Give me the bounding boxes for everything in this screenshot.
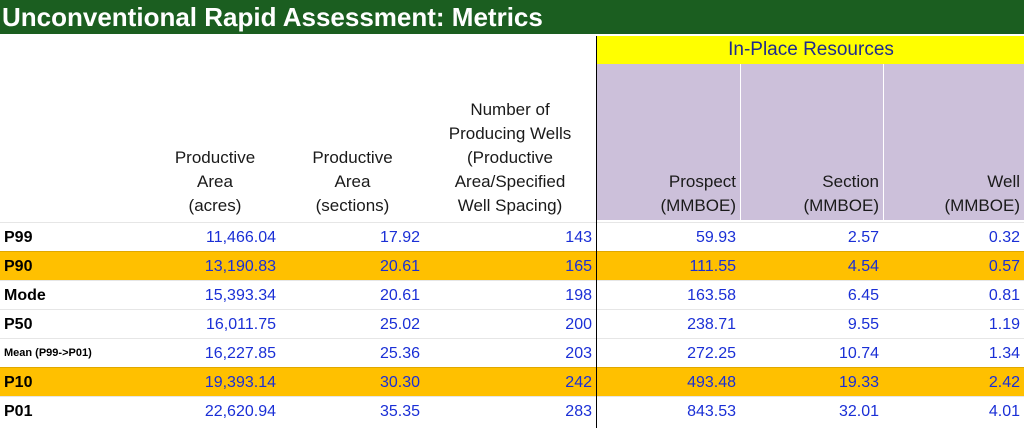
table-cell: 163.58 xyxy=(687,287,736,304)
table-cell: 165 xyxy=(565,258,592,275)
table-cell: 32.01 xyxy=(838,403,879,420)
col-header-section: Section (MMBOE) xyxy=(803,172,879,215)
table-cell: 22,620.94 xyxy=(204,403,276,420)
table-cell: 143 xyxy=(565,229,592,246)
table-cell: 272.25 xyxy=(687,345,736,362)
table-cell: 13,190.83 xyxy=(204,258,276,275)
table-cell: 0.57 xyxy=(988,258,1020,275)
grid-line xyxy=(740,64,741,220)
table-cell: 20.61 xyxy=(379,258,420,275)
table-cell: 17.92 xyxy=(379,229,420,246)
col-header-area-sections: Productive Area (sections) xyxy=(312,148,393,215)
table-cell: 11,466.04 xyxy=(206,229,276,246)
column-separator xyxy=(596,36,597,428)
table-row: Mode 15,393.34 20.61 198 163.58 6.45 0.81 xyxy=(0,280,1024,309)
table-cell: 111.55 xyxy=(689,258,736,275)
table-cell: 35.35 xyxy=(379,403,420,420)
resources-header-background xyxy=(596,64,1024,220)
col-header-area-acres: Productive Area (acres) xyxy=(174,148,256,215)
table-row: P50 16,011.75 25.02 200 238.71 9.55 1.19 xyxy=(0,309,1024,338)
table-cell: 4.54 xyxy=(847,258,879,275)
table-cell: 19.33 xyxy=(838,374,879,391)
row-label: P90 xyxy=(4,258,33,275)
table-cell: 283 xyxy=(565,403,592,420)
grid-line xyxy=(883,64,884,220)
table-cell: 1.19 xyxy=(988,316,1020,333)
table-cell: 843.53 xyxy=(687,403,736,420)
col-header-prospect: Prospect (MMBOE) xyxy=(660,172,736,215)
table-cell: 6.45 xyxy=(847,287,879,304)
sheet-title: Unconventional Rapid Assessment: Metrics xyxy=(0,0,1024,34)
table-cell: 15,393.34 xyxy=(204,287,276,304)
table-cell: 2.57 xyxy=(847,229,879,246)
table-cell: 30.30 xyxy=(379,374,420,391)
table-row: P90 13,190.83 20.61 165 111.55 4.54 0.57 xyxy=(0,251,1024,280)
row-label: Mode xyxy=(4,287,46,304)
table-cell: 59.93 xyxy=(695,229,736,246)
table-cell: 16,011.75 xyxy=(206,316,276,333)
table-cell: 4.01 xyxy=(988,403,1020,420)
col-header-producing-wells: Number of Producing Wells (Productive Ar… xyxy=(448,100,572,215)
table-cell: 10.74 xyxy=(838,345,879,362)
table-cell: 493.48 xyxy=(687,374,736,391)
table-row: Mean (P99->P01) 16,227.85 25.36 203 272.25 10… xyxy=(0,338,1024,367)
table-row: P99 11,466.04 17.92 143 59.93 2.57 0.32 xyxy=(0,222,1024,251)
table-cell: 25.02 xyxy=(379,316,420,333)
table-row: P01 22,620.94 35.35 283 843.53 32.01 4.01 xyxy=(0,396,1024,425)
table-cell: 203 xyxy=(565,345,592,362)
col-header-well: Well (MMBOE) xyxy=(944,172,1020,215)
table-cell: 2.42 xyxy=(988,374,1020,391)
table-cell: 242 xyxy=(565,374,592,391)
row-label: Mean (P99->P01) xyxy=(4,347,92,359)
table-cell: 0.81 xyxy=(988,287,1020,304)
table-cell: 16,227.85 xyxy=(204,345,276,362)
table-cell: 9.55 xyxy=(847,316,879,333)
table-cell: 19,393.14 xyxy=(204,374,276,391)
row-label: P01 xyxy=(4,403,33,420)
row-label: P99 xyxy=(4,229,33,246)
table-cell: 20.61 xyxy=(379,287,420,304)
row-label: P10 xyxy=(4,374,33,391)
table-row: P10 19,393.14 30.30 242 493.48 19.33 2.42 xyxy=(0,367,1024,396)
table-cell: 200 xyxy=(565,316,592,333)
table-cell: 25.36 xyxy=(379,345,420,362)
table-cell: 238.71 xyxy=(687,316,736,333)
table-cell: 1.34 xyxy=(988,345,1020,362)
row-label: P50 xyxy=(4,316,33,333)
table-cell: 198 xyxy=(565,287,592,304)
table-cell: 0.32 xyxy=(988,229,1020,246)
in-place-resources-header: In-Place Resources xyxy=(596,36,1024,64)
